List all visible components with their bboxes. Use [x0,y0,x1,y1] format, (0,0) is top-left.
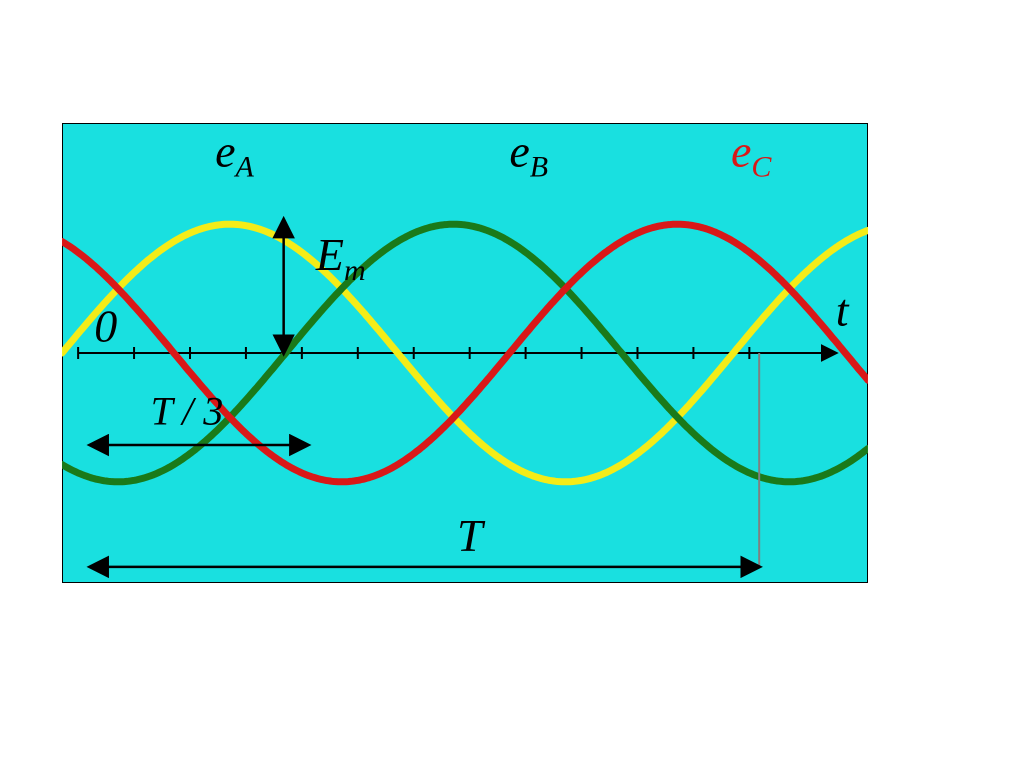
label-zero: 0 [94,301,117,352]
label-T: T [457,510,486,561]
label-T3: T / 3 [151,388,224,433]
chart-svg: eAeBeCEmt0T / 3T [62,123,868,583]
label-t: t [836,284,850,335]
three-phase-emf-diagram: eAeBeCEmt0T / 3T [62,123,868,583]
